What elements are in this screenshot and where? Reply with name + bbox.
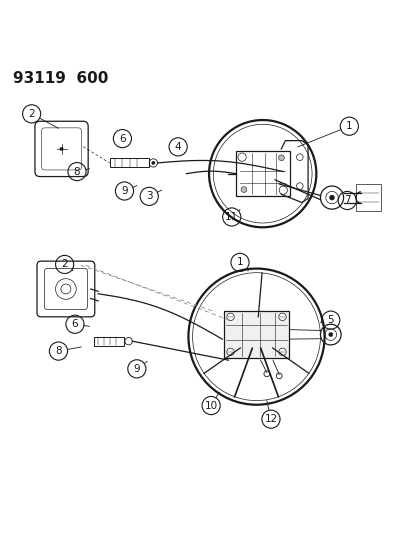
Text: 5: 5 <box>327 315 333 325</box>
Text: 8: 8 <box>55 346 62 356</box>
Circle shape <box>240 187 246 192</box>
Text: 1: 1 <box>345 121 352 131</box>
Text: 6: 6 <box>119 134 126 143</box>
Text: 6: 6 <box>71 319 78 329</box>
Circle shape <box>328 333 332 337</box>
Text: 2: 2 <box>28 109 35 119</box>
Circle shape <box>278 155 284 160</box>
Text: 2: 2 <box>61 260 68 270</box>
Text: 3: 3 <box>145 191 152 201</box>
Text: 12: 12 <box>263 414 277 424</box>
Circle shape <box>278 313 285 320</box>
FancyBboxPatch shape <box>224 311 288 358</box>
Text: 7: 7 <box>343 196 350 206</box>
Circle shape <box>60 147 63 150</box>
Text: 11: 11 <box>225 212 238 222</box>
Text: 93119  600: 93119 600 <box>13 70 108 85</box>
Text: 9: 9 <box>121 186 128 196</box>
Circle shape <box>226 313 234 320</box>
Circle shape <box>151 161 154 165</box>
Circle shape <box>226 348 234 356</box>
Circle shape <box>278 348 285 356</box>
Text: 8: 8 <box>74 167 80 176</box>
Text: 1: 1 <box>236 257 243 268</box>
Circle shape <box>329 195 334 200</box>
Text: 9: 9 <box>133 364 140 374</box>
Text: 10: 10 <box>204 401 217 410</box>
Text: 4: 4 <box>174 142 181 152</box>
